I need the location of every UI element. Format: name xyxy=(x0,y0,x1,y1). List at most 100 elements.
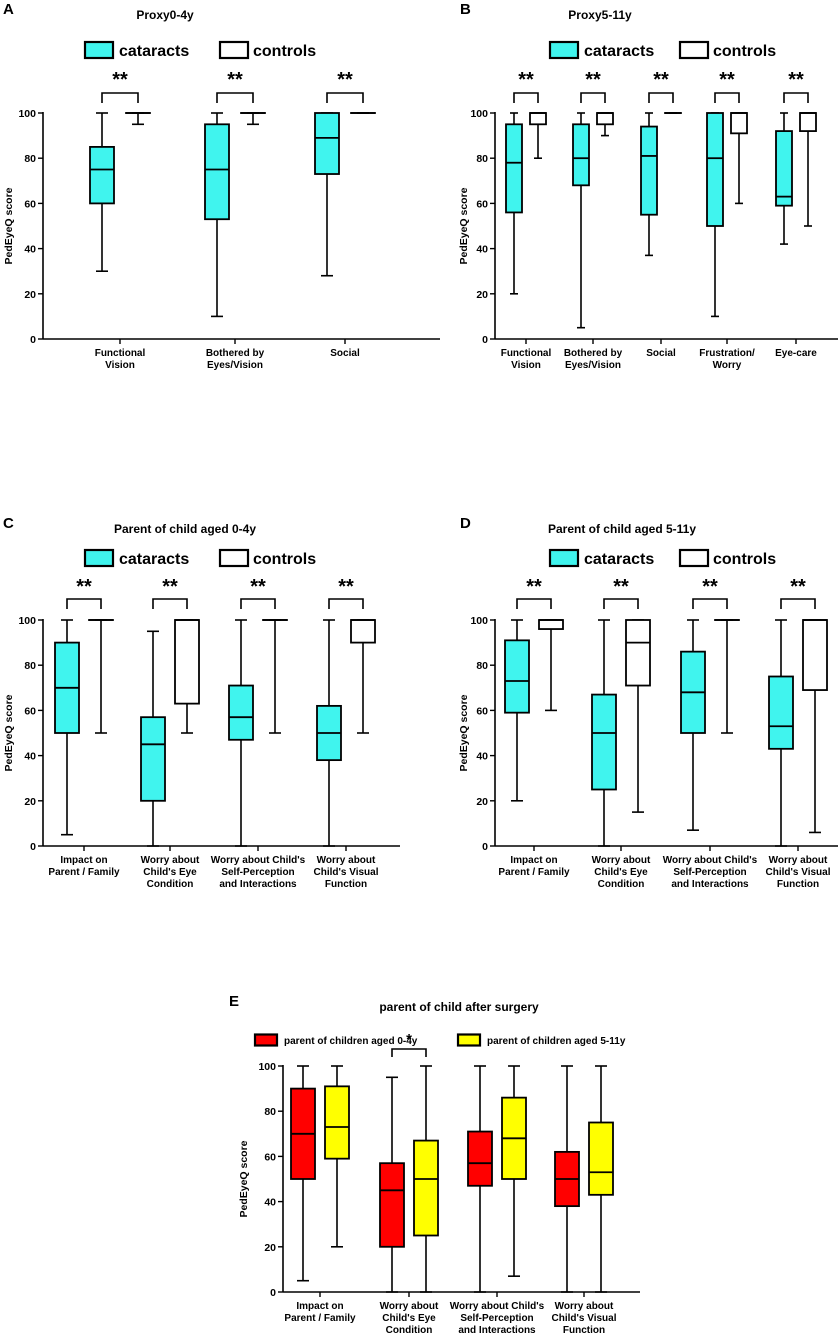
iqr-box xyxy=(228,684,254,741)
legend-label: controls xyxy=(713,551,776,568)
box-parent-of-children-aged-5-11y xyxy=(588,1065,614,1293)
box-controls xyxy=(730,112,748,205)
significance-bracket xyxy=(66,598,102,609)
y-tick-label: 0 xyxy=(30,334,36,346)
x-category-line: Self-Perception xyxy=(221,867,294,878)
x-category-label: Functional Vision xyxy=(95,348,146,371)
legend-label: cataracts xyxy=(584,551,654,568)
x-category-line: Function xyxy=(563,1325,605,1336)
y-tick-label: 80 xyxy=(476,153,488,165)
x-category-line: and Interactions xyxy=(458,1325,536,1336)
significance-bracket xyxy=(780,598,816,609)
box-cataracts xyxy=(89,112,115,273)
significance-marker: ** xyxy=(585,69,601,91)
box-controls xyxy=(538,619,564,712)
iqr-box xyxy=(572,123,590,187)
x-category-line: Impact on xyxy=(296,1301,343,1312)
x-category-line: Child's Eye xyxy=(594,867,648,878)
x-category-line: Function xyxy=(325,879,367,890)
box-cataracts xyxy=(54,619,80,836)
x-category-line: Eyes/Vision xyxy=(565,360,621,371)
significance-bracket xyxy=(603,598,639,609)
iqr-box xyxy=(140,716,166,802)
box-cataracts xyxy=(706,112,724,318)
iqr-box xyxy=(350,619,376,644)
x-category-line: and Interactions xyxy=(219,879,297,890)
y-tick-label: 100 xyxy=(18,108,36,120)
iqr-box xyxy=(730,112,748,135)
significance-marker: ** xyxy=(702,576,718,598)
legend-label: cataracts xyxy=(584,43,654,60)
y-tick-label: 100 xyxy=(470,615,488,627)
x-category-line: Social xyxy=(646,348,676,359)
iqr-box xyxy=(799,112,817,132)
box-controls xyxy=(125,112,151,126)
box-controls xyxy=(529,112,547,159)
panel-letter: A xyxy=(3,1,14,18)
box-parent-of-children-aged-5-11y xyxy=(324,1065,350,1248)
box-controls xyxy=(714,619,740,734)
x-category-label: Bothered by Eyes/Vision xyxy=(206,348,265,371)
box-controls xyxy=(802,619,828,834)
box-cataracts xyxy=(140,630,166,847)
legend-swatch xyxy=(548,40,580,60)
iqr-box xyxy=(775,130,793,207)
significance-bracket xyxy=(516,598,552,609)
panel-letter: E xyxy=(229,993,239,1010)
box-controls xyxy=(799,112,817,227)
box-cataracts xyxy=(204,112,230,318)
x-category-line: Worry about xyxy=(317,855,376,866)
x-category-label: Worry about Child's Visual Function xyxy=(766,855,831,890)
significance-bracket xyxy=(328,598,364,609)
box-parent-of-children-aged-0-4y xyxy=(467,1065,493,1293)
x-category-line: Worry about Child's xyxy=(663,855,758,866)
x-category-line: Eyes/Vision xyxy=(207,360,263,371)
iqr-box xyxy=(174,619,200,705)
significance-marker: ** xyxy=(76,576,92,598)
x-category-line: Worry about xyxy=(555,1301,614,1312)
significance-bracket xyxy=(513,92,539,103)
x-category-label: Functional Vision xyxy=(501,348,552,371)
y-tick-label: 0 xyxy=(482,334,488,346)
x-category-label: Bothered by Eyes/Vision xyxy=(564,348,623,371)
legend-label: controls xyxy=(713,43,776,60)
x-category-label: Worry about Child's Eye Condition xyxy=(141,855,200,890)
significance-bracket xyxy=(240,598,276,609)
significance-marker: ** xyxy=(518,69,534,91)
y-axis-label: PedEyeQ score xyxy=(458,694,470,771)
box-controls xyxy=(596,112,614,137)
significance-bracket xyxy=(692,598,728,609)
iqr-box xyxy=(89,145,115,205)
y-tick-label: 80 xyxy=(24,153,36,165)
y-tick-label: 0 xyxy=(30,841,36,853)
x-category-label: Impact on Parent / Family xyxy=(284,1301,356,1324)
significance-marker: ** xyxy=(250,576,266,598)
x-category-line: Functional xyxy=(95,348,146,359)
x-category-line: Child's Visual xyxy=(314,867,379,878)
x-category-line: Child's Eye xyxy=(143,867,197,878)
significance-bracket xyxy=(326,92,364,103)
box-controls xyxy=(174,619,200,734)
x-category-line: Worry about Child's xyxy=(211,855,306,866)
x-category-line: Child's Eye xyxy=(382,1313,436,1324)
legend-swatch xyxy=(678,40,710,60)
y-tick-label: 100 xyxy=(18,615,36,627)
x-category-label: Social xyxy=(330,348,360,359)
significance-marker: * xyxy=(406,1031,412,1048)
x-category-line: Function xyxy=(777,879,819,890)
significance-marker: ** xyxy=(790,576,806,598)
significance-marker: ** xyxy=(653,69,669,91)
y-axis-label: PedEyeQ score xyxy=(238,1140,250,1217)
iqr-box xyxy=(591,693,617,791)
x-category-line: Parent / Family xyxy=(48,867,120,878)
legend-label: cataracts xyxy=(119,43,189,60)
x-category-line: Worry about xyxy=(769,855,828,866)
x-category-label: Impact on Parent / Family xyxy=(498,855,570,878)
x-category-line: Worry about xyxy=(592,855,651,866)
significance-bracket xyxy=(152,598,188,609)
iqr-box xyxy=(625,619,651,687)
box-controls xyxy=(240,112,266,126)
significance-marker: ** xyxy=(227,69,243,91)
x-category-line: Functional xyxy=(501,348,552,359)
